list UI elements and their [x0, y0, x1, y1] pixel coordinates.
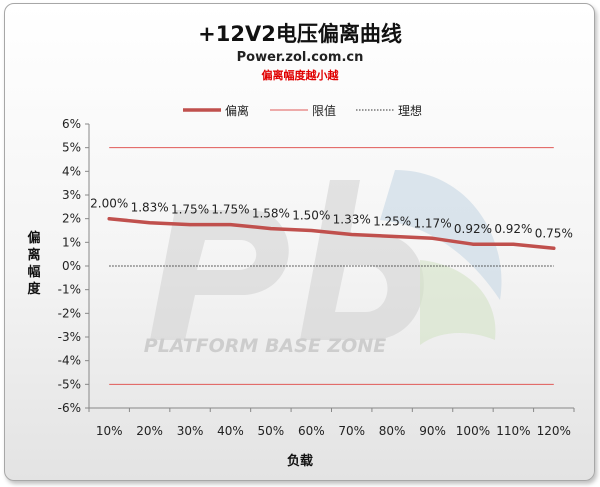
deviation-point [350, 233, 354, 237]
data-label: 1.75% [211, 203, 249, 217]
deviation-point [228, 223, 232, 227]
x-tick-label: 70% [338, 424, 365, 438]
chart-title: +12V2电压偏离曲线 [198, 22, 402, 46]
y-tick-label: -6% [58, 401, 81, 415]
legend-label-deviation: 偏离 [225, 104, 250, 118]
data-label: 2.00% [90, 197, 128, 211]
data-label: 1.58% [252, 207, 290, 221]
y-tick-label: 6% [62, 117, 81, 131]
x-tick-label: 30% [177, 424, 204, 438]
data-label: 0.75% [535, 226, 573, 240]
deviation-point [431, 236, 435, 240]
y-tick-label: 0% [62, 259, 81, 273]
x-axis-label: 负载 [286, 454, 313, 469]
x-tick-label: 50% [258, 424, 285, 438]
data-label: 0.92% [494, 222, 532, 236]
data-label: 1.17% [413, 216, 451, 230]
deviation-point [188, 223, 192, 227]
y-tick-label: 2% [62, 212, 81, 226]
y-axis-label: 偏离幅度 [27, 231, 41, 297]
y-tick-label: 3% [62, 188, 81, 202]
deviation-series-line [107, 216, 556, 251]
deviation-point [107, 217, 111, 221]
data-label: 1.33% [333, 213, 371, 227]
watermark-text: PLATFORM BASE ZONE [144, 335, 386, 357]
x-tick-label: 110% [496, 424, 530, 438]
y-tick-label: -4% [58, 354, 81, 368]
chart-note: 偏离幅度越小越 [261, 69, 339, 82]
x-tick-label: 60% [298, 424, 325, 438]
y-tick-label: 5% [62, 141, 81, 155]
x-tick-label: 40% [217, 424, 244, 438]
y-tick-label: 1% [62, 235, 81, 249]
legend-label-ideal: 理想 [398, 104, 423, 118]
deviation-point [148, 221, 152, 225]
chart-frame [4, 3, 595, 481]
y-tick-label: -3% [58, 330, 81, 344]
deviation-point [471, 242, 475, 246]
data-label: 1.75% [171, 203, 209, 217]
y-tick-label: -5% [58, 377, 81, 391]
x-tick-label: 100% [456, 424, 490, 438]
legend-label-limit: 限值 [312, 104, 337, 118]
deviation-point [511, 242, 515, 246]
deviation-point [390, 234, 394, 238]
x-tick-label: 120% [537, 424, 571, 438]
legend-swatch-ideal [356, 109, 394, 111]
x-tick-label: 90% [419, 424, 446, 438]
legend-swatch-limit [270, 109, 308, 111]
y-tick-label: -1% [58, 283, 81, 297]
deviation-point [269, 227, 273, 231]
site-url: Power.zol.com.cn [236, 50, 364, 65]
deviation-point [309, 229, 313, 232]
x-tick-label: 80% [379, 424, 406, 438]
x-tick-label: 20% [136, 424, 163, 438]
watermark-logo: PLATFORM BASE ZONE [144, 170, 502, 357]
data-label: 1.25% [373, 214, 411, 228]
y-tick-label: -2% [58, 306, 81, 320]
data-label: 1.83% [131, 201, 169, 215]
legend-swatch-deviation [183, 108, 221, 112]
y-tick-label: 4% [62, 164, 81, 178]
data-label: 1.50% [292, 209, 330, 223]
deviation-point [552, 246, 556, 250]
x-tick-label: 10% [96, 424, 123, 438]
data-label: 0.92% [454, 222, 492, 236]
